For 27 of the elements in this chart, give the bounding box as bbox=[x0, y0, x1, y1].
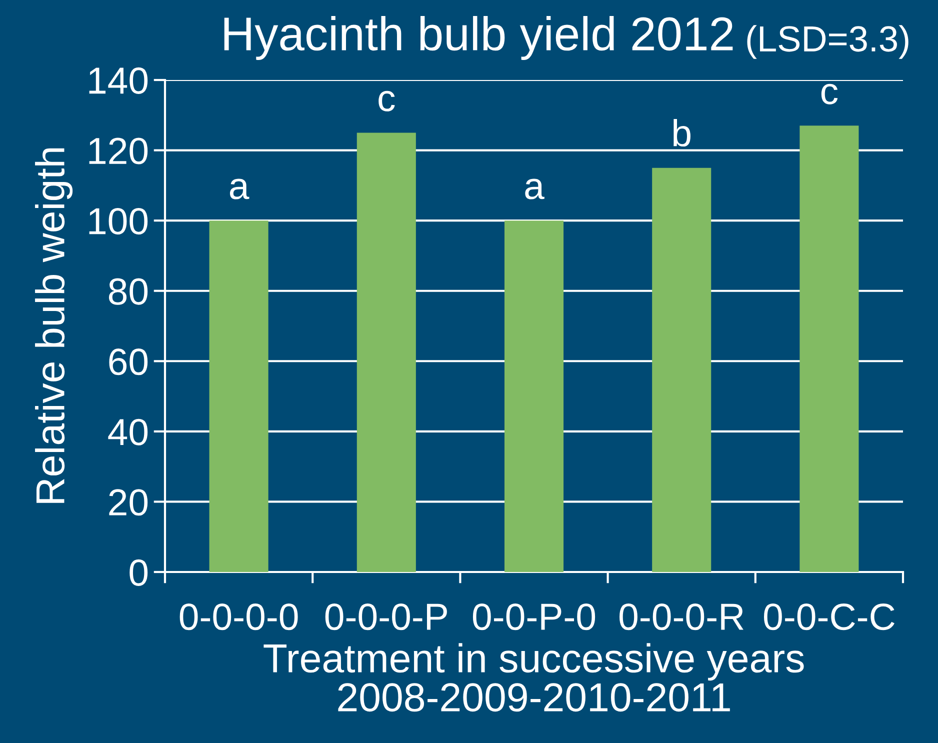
x-tick-label: 0-0-0-0 bbox=[180, 604, 298, 630]
annotation: c bbox=[821, 84, 838, 104]
y-tick-label: 140 bbox=[89, 67, 148, 94]
y-tick-label: 120 bbox=[89, 138, 148, 164]
annotation: c bbox=[378, 90, 395, 112]
y-tick-label: 100 bbox=[89, 208, 148, 235]
y-tick-label: 40 bbox=[108, 418, 148, 446]
annotation: b bbox=[674, 119, 690, 147]
x-tick-label: 0-0-C-C bbox=[764, 604, 894, 630]
y-tick-label: 0 bbox=[130, 559, 148, 586]
y-tick-label: 60 bbox=[109, 348, 148, 376]
y-tick-label: 80 bbox=[108, 278, 148, 305]
y-axis-title: Relative bulb weigth bbox=[35, 148, 73, 503]
bar bbox=[356, 132, 416, 572]
x-axis-title: Treatment in successive years 2008-2009-2010-2011 bbox=[264, 643, 804, 712]
x-tick-label: 0-0-P-0 bbox=[472, 604, 596, 630]
bar bbox=[800, 126, 859, 572]
annotation: a bbox=[230, 178, 250, 200]
x-tick-label: 0-0-0-R bbox=[620, 604, 744, 630]
chart-title: Hyacinth bulb yield 2012 bbox=[224, 16, 733, 60]
bar bbox=[504, 220, 564, 572]
annotation: a bbox=[525, 178, 544, 200]
y-tick-label: 20 bbox=[109, 489, 148, 516]
bar bbox=[209, 220, 268, 572]
bar bbox=[652, 168, 712, 572]
x-tick-label: 0-0-0-P bbox=[325, 604, 447, 630]
chart-subtitle: (LSD=3.3) bbox=[747, 25, 908, 59]
